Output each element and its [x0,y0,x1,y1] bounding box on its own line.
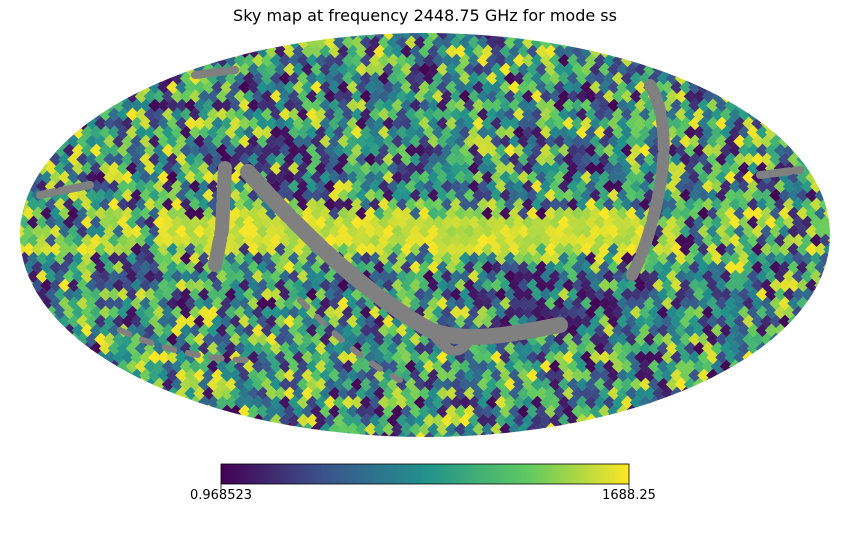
colorbar-gradient [220,463,630,485]
colorbar-min-label: 0.968523 [189,488,253,503]
sky-pixels [20,33,830,437]
colorbar-max-label: 1688.25 [602,488,656,503]
chart-title: Sky map at frequency 2448.75 GHz for mod… [233,6,617,25]
